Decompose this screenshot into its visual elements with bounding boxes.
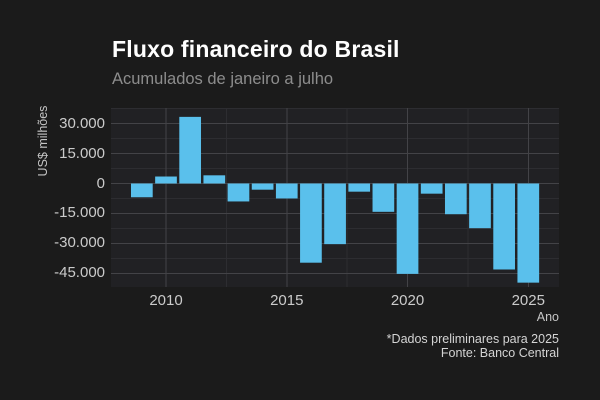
bar-2016 — [300, 183, 322, 263]
bar-2021 — [420, 183, 443, 194]
y-tick-label: 15.000 — [59, 144, 105, 162]
chart-subtitle: Acumulados de janeiro a julho — [112, 70, 334, 88]
x-tick-label: 2015 — [270, 292, 304, 309]
bar-2009 — [130, 183, 153, 198]
y-tick-label: -30.000 — [54, 234, 105, 252]
bar-2017 — [324, 183, 346, 245]
x-tick-label: 2010 — [149, 292, 183, 309]
bar-2023 — [469, 183, 491, 229]
bar-2014 — [251, 183, 274, 190]
y-tick-label: -15.000 — [54, 204, 105, 222]
y-tick-label: -45.000 — [54, 264, 105, 282]
x-axis-title: Ano — [536, 310, 559, 324]
chart-title: Fluxo financeiro do Brasil — [112, 36, 400, 62]
y-tick-label: 0 — [96, 174, 105, 192]
bar-2022 — [444, 183, 467, 215]
x-tick-label: 2020 — [390, 292, 425, 309]
bar-2019 — [372, 183, 395, 212]
x-tick-label: 2025 — [511, 292, 545, 309]
chart-caption: *Dados preliminares para 2025 Fonte: Ban… — [386, 332, 559, 360]
y-tick-label: 30.000 — [59, 114, 105, 132]
bar-2011 — [179, 116, 202, 184]
bar-2013 — [227, 183, 250, 202]
bar-2024 — [493, 183, 515, 270]
caption-line-1: *Dados preliminares para 2025 — [386, 332, 559, 346]
bar-2010 — [155, 176, 177, 184]
bar-2020 — [396, 183, 419, 274]
y-axis-title: US$ milhões — [36, 105, 50, 177]
bar-2025 — [517, 183, 540, 283]
bar-2018 — [348, 183, 371, 192]
caption-line-2: Fonte: Banco Central — [440, 345, 559, 360]
bar-2015 — [275, 183, 298, 199]
bar-2012 — [203, 175, 226, 184]
